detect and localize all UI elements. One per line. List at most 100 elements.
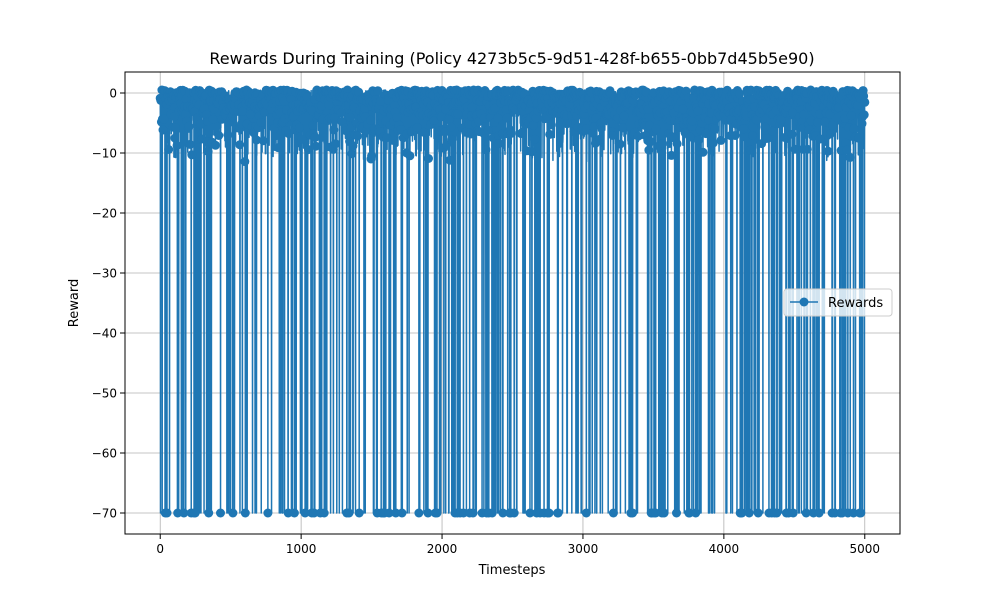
data-point [744,508,754,518]
data-point [240,157,250,167]
data-point [546,120,556,130]
data-point [397,508,407,518]
data-point [336,108,346,118]
data-point [628,508,638,518]
data-point [525,508,535,518]
data-point [294,123,304,133]
data-point [300,508,310,518]
data-point [763,133,773,143]
data-point [498,508,508,518]
data-point [530,134,540,144]
data-point [760,122,770,132]
data-point [467,102,477,112]
data-point [329,113,339,123]
data-point [780,133,790,142]
data-point [223,130,233,140]
data-point [531,113,541,123]
data-point [185,139,195,149]
data-point [216,508,225,518]
data-point [487,508,497,518]
data-point [651,508,661,518]
data-point [646,137,656,147]
x-tick-label: 5000 [849,542,880,556]
data-point [245,109,255,119]
data-point [753,508,763,518]
data-point [823,146,833,156]
data-point [208,114,218,124]
data-point [204,508,214,518]
data-point [849,508,858,518]
y-tick-label: −10 [92,147,117,161]
data-point [730,131,740,140]
data-point [172,141,182,150]
data-point [366,115,375,125]
data-point [184,121,194,131]
data-point [391,508,401,518]
data-point [852,100,862,110]
data-point [735,89,745,99]
data-point [708,138,718,148]
data-point [483,125,493,135]
data-point [252,135,262,145]
series-markers-rewards [155,85,870,518]
data-point [179,508,189,518]
data-point [845,152,855,162]
chart-title: Rewards During Training (Policy 4273b5c5… [209,49,814,68]
data-point [392,112,402,122]
data-point [502,113,512,123]
data-point [354,87,364,97]
data-point [344,508,354,518]
data-point [353,131,362,141]
x-tick-label: 1000 [286,542,317,556]
data-point [849,124,859,134]
data-point [273,143,283,153]
data-point [412,123,422,132]
data-point [813,118,823,128]
data-point [446,122,456,132]
data-point [319,508,329,518]
data-point [228,508,238,518]
data-point [384,508,394,518]
y-tick-label: −70 [92,507,117,521]
y-tick-label: −20 [92,207,117,221]
data-point [666,150,676,160]
data-point [790,144,800,154]
data-point [716,135,726,145]
data-point [432,508,442,518]
data-point [509,508,519,518]
x-axis-ticks: 0 1000 2000 3000 4000 5000 [156,534,880,556]
data-point [527,147,537,157]
data-point [748,130,758,140]
data-point [258,136,268,146]
data-point [772,508,782,518]
data-point [828,120,838,130]
data-point [196,119,206,129]
data-point [405,151,415,161]
data-point [685,508,694,518]
data-point [429,116,439,125]
data-point [748,122,758,132]
data-point [687,116,697,126]
data-point [615,139,625,149]
data-point [644,145,654,155]
data-point [814,508,824,518]
series-rewards [155,85,870,518]
data-point [331,139,340,149]
data-point [825,129,835,139]
data-point [608,131,618,140]
y-tick-label: −60 [92,447,117,461]
data-point [423,508,433,518]
data-point [162,508,172,518]
legend-label-rewards: Rewards [828,296,883,311]
x-tick-label: 2000 [427,542,458,556]
data-point [459,508,468,518]
data-point [545,129,555,139]
data-point [311,141,321,151]
data-point [164,145,174,154]
data-point [802,144,812,154]
data-point [367,151,377,161]
data-point [815,134,825,144]
data-point [308,120,318,130]
data-point [240,508,250,518]
